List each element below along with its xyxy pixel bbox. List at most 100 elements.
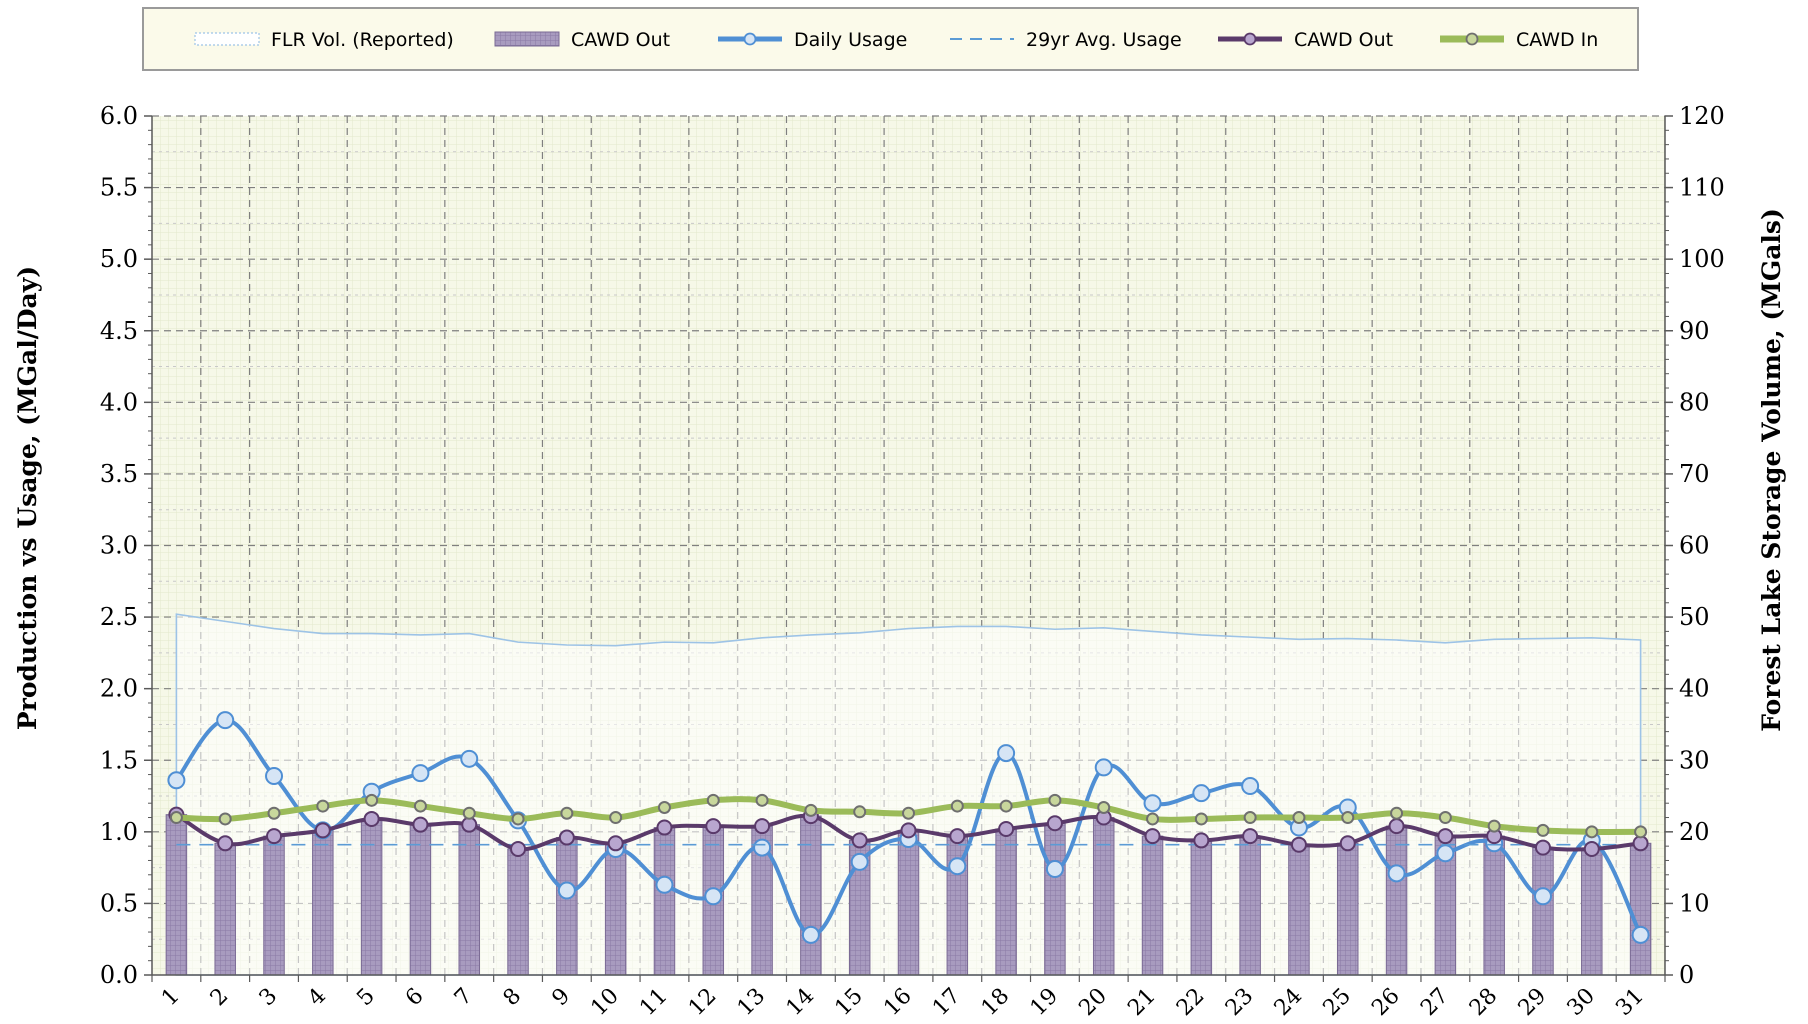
cawd-out-bar-4 [312,829,334,976]
ytick-label-3.5: 3.5 [100,460,138,488]
ytick-label-4.5: 4.5 [100,317,138,345]
legend-entry-6: CAWD In [1440,29,1598,51]
cawd-out-bar-11 [653,827,676,976]
point-27 [1437,828,1454,845]
x-axis-ticks: 1 2 3 4 5 6 7 8 9 10 11 12 13 14 15 16 17 18 19 20 21 22 23 24 2… [157,984,1649,1021]
xtick-label-14: 14 [782,984,819,1021]
xtick-label-17: 17 [928,984,965,1021]
ytick-label-2.0: 2.0 [100,675,138,703]
y-axis-title: Production vs Usage, (MGal/Day) [13,266,42,730]
ytick-label-6.0: 6.0 [100,102,138,130]
point-14 [804,803,818,817]
cawd-out-bar-14 [800,815,822,976]
xtick-label-2: 2 [206,984,234,1012]
y2tick-label-0: 0 [1679,961,1694,989]
ytick-label-1.5: 1.5 [100,746,138,774]
xtick-label-20: 20 [1074,984,1111,1021]
ytick-label-4.0: 4.0 [100,388,138,416]
point-9 [560,806,574,820]
point-26 [1388,818,1405,835]
legend-label: CAWD In [1516,29,1598,51]
point-19 [1048,793,1062,807]
ytick-label-2.5: 2.5 [100,603,138,631]
y2tick-label-30: 30 [1679,746,1710,774]
ytick-label-3.0: 3.0 [100,532,138,560]
point-4 [314,822,331,839]
xtick-label-23: 23 [1221,984,1258,1021]
legend-marker [1243,32,1257,46]
point-13 [754,818,771,835]
xtick-label-19: 19 [1026,984,1063,1021]
point-26 [1390,806,1404,820]
series-5 [169,793,1648,839]
xtick-label-8: 8 [499,984,527,1012]
point-1 [169,811,183,825]
point-19 [1045,860,1064,879]
point-12 [704,887,723,906]
legend-entry-5: CAWD Out [1218,29,1393,51]
cawd-out-bar-22 [1190,839,1213,976]
point-2 [217,835,234,852]
point-16 [900,822,917,839]
xtick-label-30: 30 [1563,984,1600,1021]
point-22 [1193,832,1210,849]
point-9 [558,829,575,846]
y2tick-label-70: 70 [1679,460,1710,488]
cawd-out-bar-16 [897,829,920,976]
point-13 [755,793,769,807]
xtick-label-1: 1 [157,984,185,1012]
point-6 [412,816,429,833]
point-22 [1192,784,1211,803]
cawd-out-bar-1 [165,814,188,976]
cawd-out-bar-28 [1483,835,1505,976]
point-14 [801,925,820,944]
y2tick-label-10: 10 [1679,889,1710,917]
xtick-label-13: 13 [733,984,770,1021]
y2tick-label-110: 110 [1679,174,1725,202]
legend-label: FLR Vol. (Reported) [271,29,454,51]
xtick-label-11: 11 [635,984,672,1021]
point-22 [1194,812,1208,826]
point-20 [1097,800,1111,814]
right-axis-ticks: 0 10 20 30 40 50 60 70 80 90 100 110 120 [1679,102,1725,989]
cawd-out-bar-25 [1337,842,1359,976]
ytick-label-5.5: 5.5 [100,174,138,202]
point-19 [1046,815,1063,832]
ytick-label-0.0: 0.0 [100,961,138,989]
point-6 [411,764,430,783]
xtick-label-5: 5 [352,984,380,1012]
point-18 [997,744,1016,763]
point-18 [999,799,1013,813]
cawd-out-bar-21 [1141,835,1164,976]
xtick-label-7: 7 [450,984,478,1012]
cawd-out-bar-19 [1044,822,1066,976]
cawd-out-bar-30 [1581,848,1603,976]
ytick-label-1.0: 1.0 [100,818,138,846]
legend-label: CAWD Out [571,29,670,51]
point-11 [656,819,673,836]
xtick-label-12: 12 [684,984,721,1021]
point-6 [413,799,427,813]
ytick-label-0.5: 0.5 [100,889,138,917]
cawd-out-bar-26 [1385,825,1408,976]
point-11 [657,800,671,814]
xtick-label-28: 28 [1465,984,1502,1021]
point-18 [998,820,1015,837]
point-26 [1387,864,1406,883]
y2tick-label-80: 80 [1679,388,1710,416]
point-31 [1634,825,1648,839]
legend-entry-1: FLR Vol. (Reported) [194,29,454,51]
cawd-out-bar-2 [214,842,236,976]
point-15 [853,805,867,819]
legend-label: 29yr Avg. Usage [1026,29,1182,51]
cawd-out-bar-18 [995,828,1017,976]
point-25 [1341,811,1355,825]
point-15 [850,852,869,871]
point-27 [1436,844,1455,863]
legend-box [142,7,1639,71]
point-4 [316,799,330,813]
cawd-out-bar-9 [556,837,578,976]
point-12 [705,818,722,835]
cawd-out-bar-5 [360,818,383,976]
